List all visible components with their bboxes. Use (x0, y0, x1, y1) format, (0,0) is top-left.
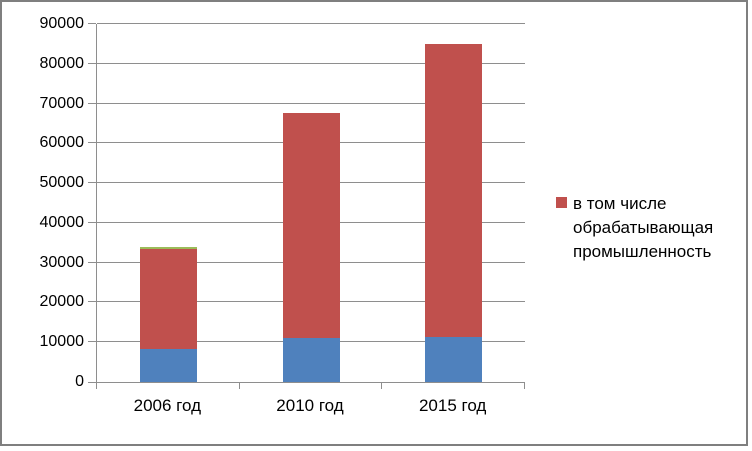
gridline (97, 23, 525, 24)
gridline (97, 62, 525, 64)
plot-area (96, 23, 525, 383)
y-axis-tick (88, 221, 96, 223)
bar-segment (282, 112, 340, 338)
legend-label: в том числе обрабатывающая промышленност… (573, 194, 714, 261)
y-axis-tick (88, 382, 96, 383)
bar-segment (139, 249, 197, 350)
y-axis-tick-label: 60000 (39, 134, 85, 152)
x-axis-tick-label: 2010 год (276, 396, 344, 415)
y-axis-tick-label: 20000 (39, 293, 85, 311)
bar-segment (139, 349, 197, 382)
y-axis-tick (88, 142, 96, 144)
y-axis-tick (88, 62, 96, 64)
legend-swatch-red (556, 197, 567, 208)
x-axis-tick (96, 383, 97, 389)
y-axis-tick-label: 40000 (39, 213, 85, 231)
x-axis-tick (524, 383, 525, 389)
bar-segment (282, 337, 340, 382)
x-axis-tick-label: 2015 год (418, 396, 487, 415)
y-axis-tick-label: 30000 (39, 253, 85, 271)
bar-segment (139, 247, 197, 250)
y-axis-tick (88, 102, 96, 104)
y-axis-tick-label: 90000 (39, 15, 85, 32)
y-axis-tick (88, 301, 96, 303)
bar-segment (425, 43, 483, 337)
x-axis-tick (381, 383, 383, 389)
legend: в том числе обрабатывающая промышленност… (556, 192, 736, 264)
y-axis-tick (88, 182, 96, 184)
y-axis-tick-label: 0 (75, 373, 84, 390)
y-axis-tick-label: 50000 (39, 174, 85, 192)
y-axis-tick (88, 23, 96, 24)
gridline (97, 102, 525, 104)
y-axis-tick-label: 80000 (39, 54, 85, 72)
bar-segment (425, 336, 483, 382)
y-axis-tick (88, 341, 96, 343)
y-axis-tick (88, 261, 96, 263)
y-axis-tick-label: 10000 (39, 333, 85, 351)
x-axis-tick (238, 383, 240, 389)
x-axis-tick-label: 2006 год (133, 396, 202, 415)
y-axis-tick-label: 70000 (39, 94, 85, 112)
